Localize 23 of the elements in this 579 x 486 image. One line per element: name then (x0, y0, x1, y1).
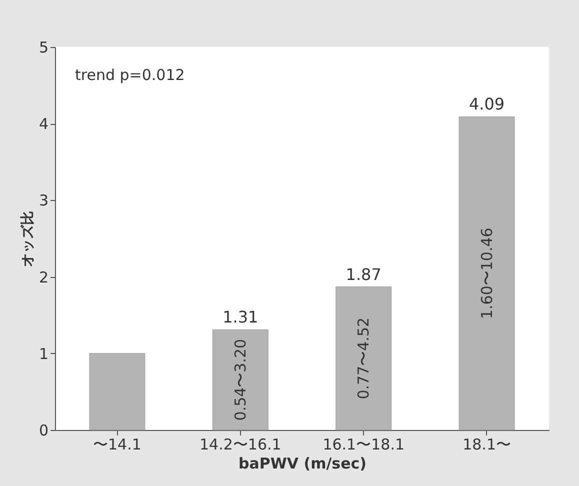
x-tick-label: 18.1〜 (462, 436, 511, 454)
bar (336, 286, 392, 430)
y-tick-label: 3 (38, 192, 48, 210)
y-tick-label: 1 (38, 344, 48, 363)
y-tick-label: 2 (38, 268, 48, 286)
x-tick-label: 14.2〜16.1 (200, 436, 282, 454)
x-axis-title: baPWV (m/sec) (238, 454, 367, 472)
bar (89, 353, 146, 430)
y-tick-label: 4 (38, 115, 48, 134)
x-tick-label: 16.1〜18.1 (322, 436, 404, 454)
annotation: 0.77〜4.52 (354, 317, 373, 400)
data-label: 1.87 (346, 264, 382, 284)
y-tick-label: 5 (38, 38, 48, 56)
data-label: 4.09 (468, 94, 505, 114)
data-label: 1.31 (222, 308, 258, 327)
bar (212, 329, 268, 430)
bar (458, 116, 515, 430)
annotation: 0.54〜3.20 (231, 338, 250, 421)
y-tick-label: 0 (38, 422, 48, 440)
annotation: trend p=0.012 (75, 66, 185, 84)
y-axis-title: オッズ比 (20, 211, 36, 267)
annotation: 1.60〜10.46 (478, 228, 496, 320)
x-tick-label: 〜14.1 (93, 436, 142, 454)
